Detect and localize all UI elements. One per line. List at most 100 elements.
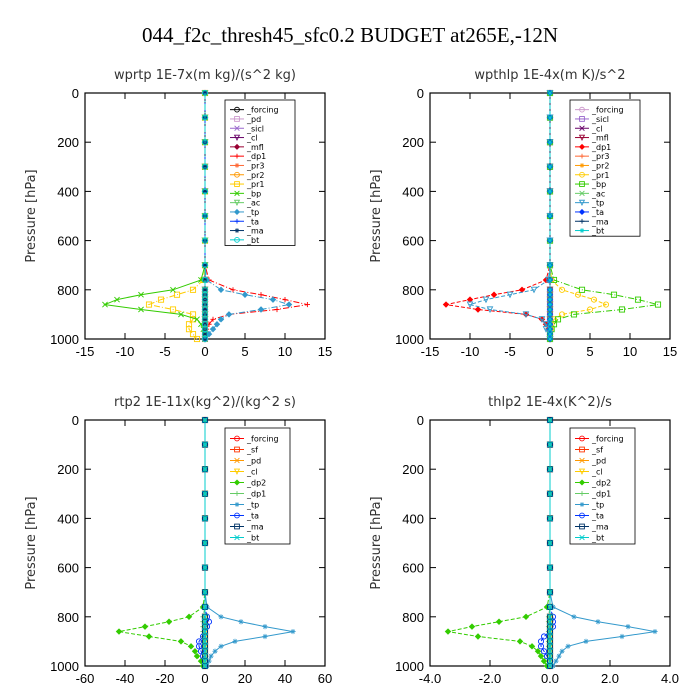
legend-marker	[233, 468, 241, 475]
legend: _forcing_sicl_cl_mfl_dp1_pr3_pr2_pr1_bp_…	[569, 99, 641, 237]
data-point	[547, 643, 553, 650]
x-tick-label: 10	[278, 344, 292, 359]
data-point	[201, 335, 209, 343]
data-point	[442, 301, 450, 308]
data-point	[282, 297, 288, 303]
legend-marker	[579, 106, 585, 113]
legend-entry: _dp2	[591, 479, 611, 488]
y-tick-label: 0	[72, 86, 79, 101]
panel-title: rtp2 1E-11x(kg^2)/(kg^2 s)	[114, 395, 296, 410]
data-point	[547, 311, 553, 317]
y-tick-label: 200	[402, 135, 424, 150]
data-point	[202, 658, 208, 664]
data-point	[534, 648, 542, 655]
x-tick-label: 5	[586, 344, 593, 359]
series-dp2	[115, 416, 209, 670]
legend-marker	[234, 446, 240, 453]
series-line	[147, 93, 206, 340]
data-point	[257, 306, 265, 313]
legend-marker	[579, 116, 585, 122]
x-tick-label: -15	[421, 344, 440, 359]
legend-entry: _bt	[591, 227, 604, 236]
data-point	[547, 540, 553, 546]
data-point	[202, 287, 208, 293]
series-dp2	[444, 416, 554, 670]
data-point	[204, 604, 210, 610]
data-point	[178, 311, 184, 318]
data-point	[547, 238, 553, 244]
x-tick-label: 0	[546, 344, 553, 359]
data-point	[547, 262, 553, 268]
legend-marker	[233, 208, 241, 215]
legend-marker	[579, 457, 585, 464]
data-point	[619, 633, 625, 640]
data-point	[262, 624, 268, 630]
data-point	[547, 188, 553, 194]
series-line	[445, 93, 551, 339]
data-point	[241, 291, 249, 298]
legend-entry: _sicl	[591, 115, 609, 124]
legend-entry: _sf	[591, 446, 603, 455]
legend-entry: _dp2	[246, 479, 266, 488]
data-point	[559, 648, 565, 654]
legend-marker	[234, 534, 240, 541]
legend-marker	[233, 199, 241, 207]
data-point	[547, 515, 553, 522]
data-point	[547, 331, 553, 337]
data-point	[201, 212, 209, 220]
legend-marker	[234, 218, 240, 224]
data-point	[201, 114, 209, 121]
y-tick-label: 1000	[50, 332, 79, 347]
data-point	[547, 336, 553, 342]
data-point	[518, 286, 526, 294]
data-point	[115, 628, 123, 635]
data-point	[558, 311, 566, 318]
data-point	[553, 658, 559, 664]
legend-entry: _cl	[246, 468, 258, 477]
x-tick-label: -10	[461, 344, 480, 359]
data-point	[547, 658, 553, 664]
y-tick-label: 600	[402, 561, 424, 576]
x-tick-label: 0.0	[541, 671, 559, 686]
x-tick-label: 0	[201, 344, 208, 359]
legend-marker	[234, 512, 240, 519]
x-tick-label: 60	[318, 671, 332, 686]
legend-entry: _forcing	[246, 106, 279, 115]
legend-entry: _cl	[591, 468, 603, 477]
panel-title: thlp2 1E-4x(K^2)/s	[488, 395, 612, 410]
legend-entry: _pr1	[246, 180, 264, 189]
data-point	[547, 564, 553, 571]
data-point	[102, 301, 108, 308]
data-point	[290, 628, 296, 635]
legend-entry: _ac	[246, 199, 260, 208]
data-point	[547, 115, 553, 121]
series-dp1	[442, 89, 554, 343]
x-tick-label: -15	[76, 344, 95, 359]
data-point	[304, 301, 310, 308]
legend-marker	[234, 491, 240, 496]
data-point	[571, 614, 577, 620]
data-point	[201, 89, 209, 97]
data-point	[206, 658, 212, 664]
data-point	[193, 335, 201, 343]
data-point	[625, 624, 631, 630]
y-tick-label: 0	[72, 413, 79, 428]
data-point	[202, 490, 208, 497]
x-tick-label: 4.0	[661, 671, 679, 686]
data-point	[210, 316, 216, 322]
x-tick-label: 40	[278, 671, 292, 686]
data-point	[540, 633, 548, 640]
legend-entry: _sf	[246, 446, 258, 455]
legend: _forcing_pd_sicl_cl_mfl_dp1_pr3_pr2_pr1_…	[224, 99, 296, 246]
data-point	[547, 164, 553, 170]
legend-marker	[234, 435, 240, 442]
data-point	[583, 638, 589, 644]
data-point	[173, 291, 181, 298]
legend-box	[569, 99, 641, 237]
legend-entry: _ma	[591, 217, 609, 226]
series-line	[447, 420, 551, 667]
data-point	[202, 564, 208, 571]
data-point	[595, 619, 601, 625]
data-point	[482, 296, 490, 304]
legend-marker	[578, 143, 586, 150]
